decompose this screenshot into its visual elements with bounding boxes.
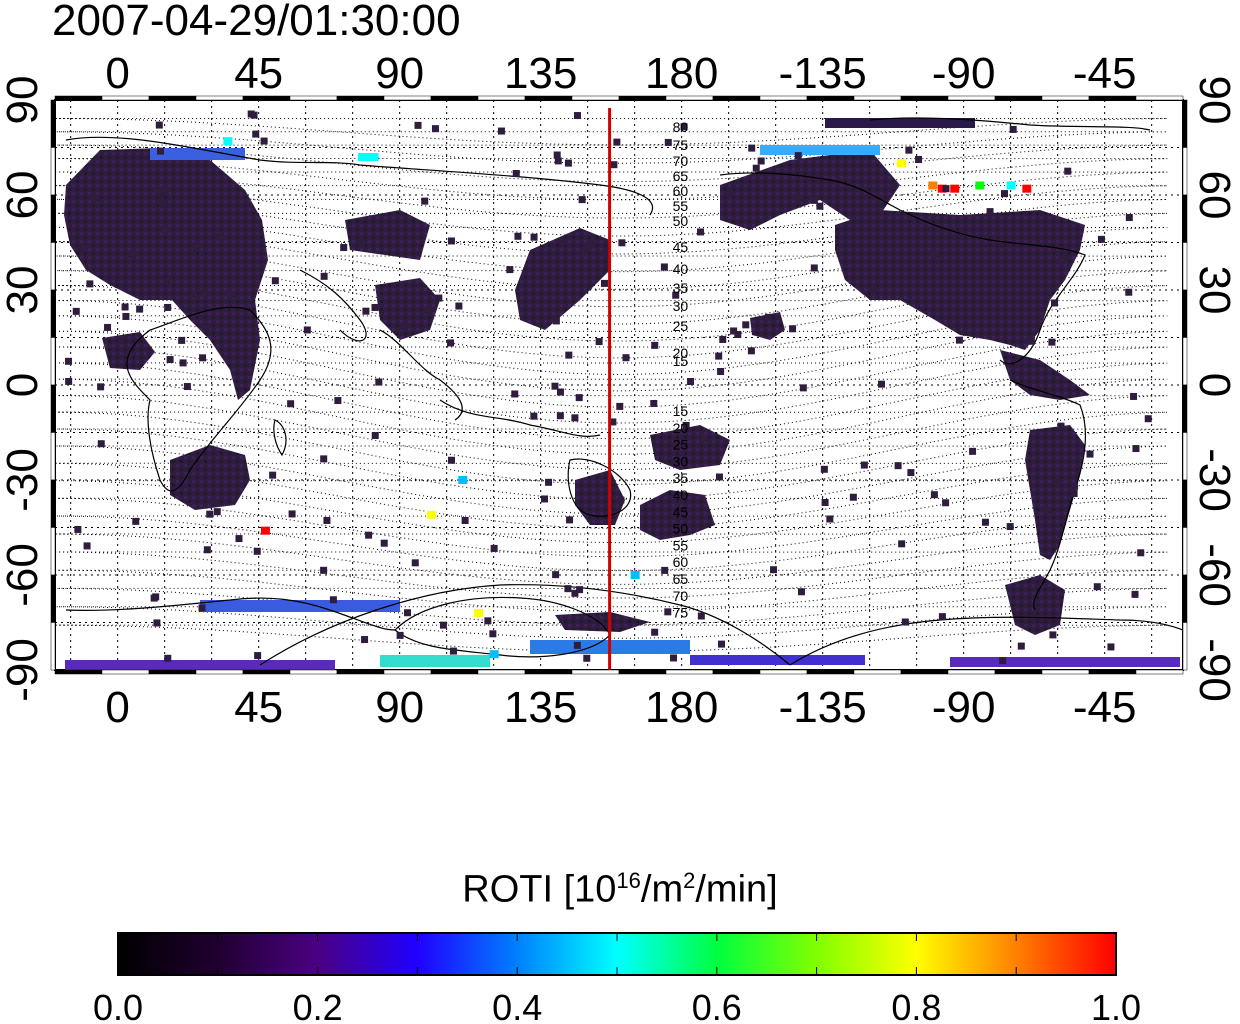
polar-bands bbox=[65, 118, 1180, 670]
colorbar-title: ROTI [1016/m2/min] bbox=[462, 868, 778, 911]
svg-text:20: 20 bbox=[673, 420, 689, 436]
svg-text:25: 25 bbox=[673, 318, 689, 334]
top-lon-tick-label: 180 bbox=[645, 49, 718, 98]
right-lat-tick-label: 30 bbox=[1190, 266, 1239, 315]
bottom-lon-tick-label: 90 bbox=[375, 683, 424, 732]
colorbar-minor-ticks bbox=[217, 933, 1017, 975]
svg-text:30: 30 bbox=[673, 298, 689, 314]
top-lon-tick-label: -90 bbox=[932, 49, 996, 98]
roti-cell bbox=[427, 510, 436, 519]
roti-cell bbox=[975, 181, 985, 190]
top-lon-tick-label: 0 bbox=[105, 49, 129, 98]
svg-text:55: 55 bbox=[673, 198, 689, 214]
svg-text:40: 40 bbox=[673, 261, 689, 277]
left-lat-tick-label: 0 bbox=[0, 373, 47, 397]
colorbar-tick-label: 1.0 bbox=[1091, 987, 1141, 1024]
svg-text:65: 65 bbox=[673, 571, 689, 587]
right-latitude-axis: 90 60 30 0 -30 -60 -90 bbox=[1190, 76, 1239, 702]
svg-text:35: 35 bbox=[673, 470, 689, 486]
svg-text:25: 25 bbox=[673, 437, 689, 453]
low-roti-regions bbox=[64, 148, 1090, 635]
left-lat-tick-label: -60 bbox=[0, 543, 47, 607]
top-lon-tick-label: -45 bbox=[1073, 49, 1137, 98]
magnetic-latitude-labels: 8075706560555045403530252015152025303540… bbox=[673, 119, 689, 621]
right-lat-tick-label: -30 bbox=[1190, 448, 1239, 512]
svg-text:35: 35 bbox=[673, 280, 689, 296]
left-lat-tick-label: -90 bbox=[0, 638, 47, 702]
top-longitude-axis: 0 45 90 135 180 -135 -90 -45 bbox=[105, 49, 1136, 98]
roti-cell bbox=[1006, 181, 1016, 190]
bottom-lon-tick-label: 135 bbox=[504, 683, 577, 732]
svg-text:75: 75 bbox=[673, 605, 689, 621]
svg-text:20: 20 bbox=[673, 345, 689, 361]
roti-cell bbox=[260, 526, 270, 535]
roti-cell bbox=[928, 181, 938, 190]
roti-cell bbox=[223, 137, 233, 146]
bottom-lon-tick-label: -90 bbox=[932, 683, 996, 732]
roti-cell bbox=[474, 609, 483, 617]
roti-cell bbox=[358, 153, 379, 161]
bottom-lon-tick-label: -45 bbox=[1073, 683, 1137, 732]
colorbar-tick-label: 0.2 bbox=[293, 987, 343, 1024]
svg-text:60: 60 bbox=[673, 183, 689, 199]
roti-cell bbox=[897, 159, 906, 168]
top-lon-tick-label: 45 bbox=[234, 49, 283, 98]
svg-text:80: 80 bbox=[673, 119, 689, 135]
colorbar-tick-label: 0.0 bbox=[93, 987, 143, 1024]
right-lat-tick-label: 90 bbox=[1190, 76, 1239, 125]
colorbar-tick-labels: 0.0 0.2 0.4 0.6 0.8 1.0 bbox=[93, 987, 1141, 1024]
svg-text:60: 60 bbox=[673, 554, 689, 570]
left-lat-tick-label: -30 bbox=[0, 448, 47, 512]
roti-cell bbox=[489, 650, 499, 659]
svg-text:65: 65 bbox=[673, 168, 689, 184]
svg-text:30: 30 bbox=[673, 453, 689, 469]
right-lat-tick-label: -90 bbox=[1190, 638, 1239, 702]
roti-cell bbox=[458, 476, 468, 484]
svg-text:40: 40 bbox=[673, 487, 689, 503]
svg-text:15: 15 bbox=[673, 353, 689, 369]
bottom-lon-tick-label: 45 bbox=[234, 683, 283, 732]
svg-text:75: 75 bbox=[673, 137, 689, 153]
bottom-lon-tick-label: -135 bbox=[779, 683, 867, 732]
high-roti-cells bbox=[223, 137, 1032, 659]
colorbar-tick-label: 0.6 bbox=[692, 987, 742, 1024]
colorbar-tick-label: 0.8 bbox=[891, 987, 941, 1024]
svg-text:70: 70 bbox=[673, 588, 689, 604]
roti-cell bbox=[630, 571, 640, 579]
bottom-longitude-axis: 0 45 90 135 180 -135 -90 -45 bbox=[105, 683, 1136, 732]
bottom-lon-tick-label: 0 bbox=[105, 683, 129, 732]
top-lon-tick-label: 135 bbox=[504, 49, 577, 98]
axis-tick-bars bbox=[50, 95, 1188, 675]
coastlines bbox=[65, 117, 1183, 666]
roti-cell bbox=[937, 184, 947, 193]
svg-text:50: 50 bbox=[673, 213, 689, 229]
left-latitude-axis: 90 60 30 0 -30 -60 -90 bbox=[0, 76, 47, 702]
svg-text:70: 70 bbox=[673, 153, 689, 169]
svg-text:15: 15 bbox=[673, 403, 689, 419]
colorbar-tick-label: 0.4 bbox=[492, 987, 542, 1024]
svg-text:45: 45 bbox=[673, 504, 689, 520]
left-lat-tick-label: 60 bbox=[0, 171, 47, 220]
svg-text:45: 45 bbox=[673, 239, 689, 255]
map-title: 2007-04-29/01:30:00 bbox=[52, 0, 461, 45]
top-lon-tick-label: 90 bbox=[375, 49, 424, 98]
left-lat-tick-label: 90 bbox=[0, 76, 47, 125]
roti-cell bbox=[1022, 184, 1032, 193]
right-lat-tick-label: -60 bbox=[1190, 543, 1239, 607]
bottom-lon-tick-label: 180 bbox=[645, 683, 718, 732]
svg-text:50: 50 bbox=[673, 521, 689, 537]
right-lat-tick-label: 0 bbox=[1190, 373, 1239, 397]
top-lon-tick-label: -135 bbox=[779, 49, 867, 98]
right-lat-tick-label: 60 bbox=[1190, 171, 1239, 220]
svg-text:55: 55 bbox=[673, 537, 689, 553]
left-lat-tick-label: 30 bbox=[0, 266, 47, 315]
scattered-roti-cells bbox=[65, 110, 1152, 665]
roti-cell bbox=[950, 184, 960, 193]
